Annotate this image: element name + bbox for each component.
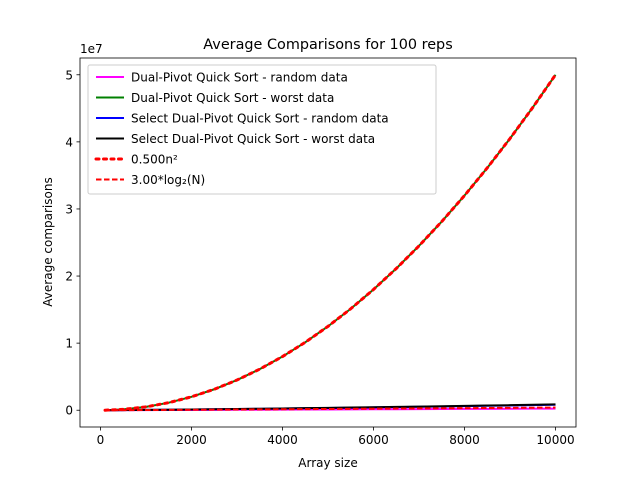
- plot-frame: [79, 57, 577, 428]
- x-tick-label: 10000: [536, 433, 574, 447]
- legend-box: [87, 64, 437, 195]
- plot-lines: [103, 73, 558, 412]
- y-tick-label: 2: [65, 270, 73, 284]
- legend-label: Dual-Pivot Quick Sort - random data: [131, 71, 348, 85]
- x-tick-label: 8000: [449, 433, 480, 447]
- chart-title: Average Comparisons for 100 reps: [203, 37, 452, 53]
- x-tick-label: 4000: [267, 433, 298, 447]
- x-tick-label: 2000: [176, 433, 207, 447]
- x-tick-label: 0: [97, 433, 105, 447]
- y-tick-label: 1: [65, 337, 73, 351]
- y-tick-label: 0: [65, 404, 73, 418]
- legend: Dual-Pivot Quick Sort - random data Dual-…: [87, 64, 437, 195]
- y-offset-label: 1e7: [80, 42, 103, 56]
- y-tick-label: 3: [65, 202, 73, 216]
- legend-label: Dual-Pivot Quick Sort - worst data: [131, 91, 334, 105]
- y-tick-label: 4: [65, 135, 73, 149]
- legend-label: Select Dual-Pivot Quick Sort - random da…: [131, 112, 389, 126]
- axis-ticks: 0 2000 4000 6000 8000 10000 0 1 2 3 4 5: [65, 68, 574, 447]
- legend-label: 0.500n²: [131, 153, 178, 167]
- series-line-select-dual-pivot-quick-sort-worst-data: [105, 403, 556, 412]
- x-axis-label: Array size: [298, 456, 357, 470]
- y-axis-label: Average comparisons: [41, 177, 55, 306]
- x-tick-label: 6000: [358, 433, 389, 447]
- y-tick-label: 5: [65, 68, 73, 82]
- legend-label: Select Dual-Pivot Quick Sort - worst dat…: [131, 132, 375, 146]
- legend-label: 3.00*log₂(N): [131, 173, 205, 187]
- series-line-0-500n: [103, 73, 558, 412]
